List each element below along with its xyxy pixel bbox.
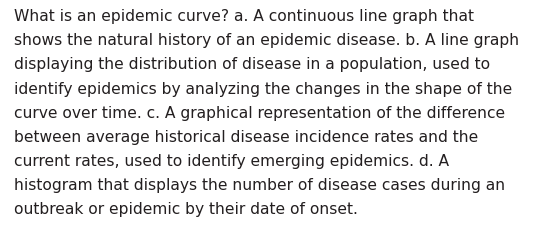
Text: between average historical disease incidence rates and the: between average historical disease incid… xyxy=(14,129,478,144)
Text: What is an epidemic curve? a. A continuous line graph that: What is an epidemic curve? a. A continuo… xyxy=(14,9,474,24)
Text: histogram that displays the number of disease cases during an: histogram that displays the number of di… xyxy=(14,177,505,192)
Text: identify epidemics by analyzing the changes in the shape of the: identify epidemics by analyzing the chan… xyxy=(14,81,512,96)
Text: displaying the distribution of disease in a population, used to: displaying the distribution of disease i… xyxy=(14,57,490,72)
Text: outbreak or epidemic by their date of onset.: outbreak or epidemic by their date of on… xyxy=(14,202,358,216)
Text: shows the natural history of an epidemic disease. b. A line graph: shows the natural history of an epidemic… xyxy=(14,33,519,48)
Text: curve over time. c. A graphical representation of the difference: curve over time. c. A graphical represen… xyxy=(14,105,505,120)
Text: current rates, used to identify emerging epidemics. d. A: current rates, used to identify emerging… xyxy=(14,153,449,168)
